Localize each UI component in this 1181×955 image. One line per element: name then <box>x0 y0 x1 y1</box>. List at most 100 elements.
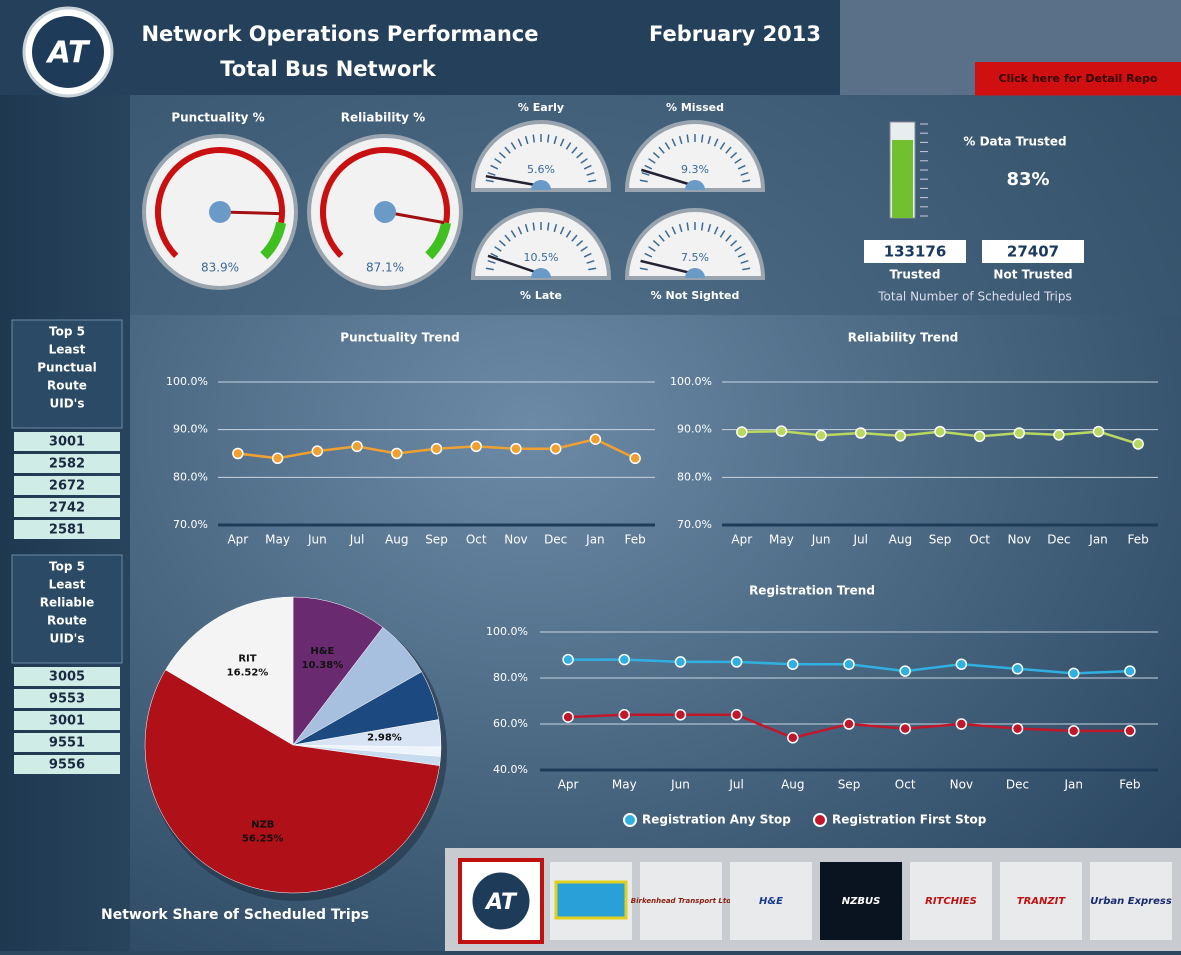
gauge-tick <box>546 134 550 143</box>
series-point <box>232 447 244 460</box>
y-tick-label: 100.0% <box>486 625 528 638</box>
x-tick-label: Jul <box>728 778 743 792</box>
gauge-hub <box>685 180 705 190</box>
list-item-box <box>14 432 120 451</box>
series-point <box>843 658 855 670</box>
legend-label: Registration First Stop <box>832 813 987 827</box>
series-point <box>562 711 574 723</box>
detail-button[interactable] <box>975 62 1181 96</box>
gauge-value: 9.3% <box>681 163 709 176</box>
gauge-needle <box>485 174 542 188</box>
y-tick-label: 100.0% <box>166 375 208 388</box>
x-tick-label: Oct <box>466 533 487 547</box>
content: Punctuality % 83.9% Reliability % 87.1% % Ea… <box>11 101 1172 944</box>
list-item-box <box>14 733 120 752</box>
trusted-title: % Data Trusted <box>963 135 1066 149</box>
gauge-tick <box>571 234 578 242</box>
list-header <box>11 319 123 429</box>
list-item: 3005 <box>49 670 85 685</box>
gauge-title: Punctuality % <box>171 111 264 125</box>
gauge-band <box>320 147 450 258</box>
gauge-tick <box>546 222 550 231</box>
gauge-tick <box>588 179 597 183</box>
x-tick-label: May <box>769 533 794 547</box>
list-title: Route <box>47 379 87 393</box>
series-point <box>1067 667 1080 680</box>
x-tick-label: Feb <box>1119 778 1140 792</box>
y-tick-label: 70.0% <box>173 518 208 531</box>
series-point <box>618 709 631 721</box>
x-tick-label: Aug <box>889 533 912 547</box>
series-point <box>391 447 403 460</box>
x-tick-label: Jul <box>852 533 867 547</box>
gauge-tick <box>504 234 511 242</box>
series-point <box>1092 425 1105 438</box>
y-tick-label: 70.0% <box>677 518 712 531</box>
gauge-band <box>260 221 286 260</box>
y-tick-label: 80.0% <box>173 470 208 483</box>
gauge-tick <box>559 138 565 147</box>
y-tick-label: 100.0% <box>670 375 712 388</box>
gauge-tick <box>740 171 749 176</box>
gauge-tick <box>588 267 597 271</box>
gauge-tick <box>532 222 536 231</box>
gauge-tick <box>678 135 683 145</box>
gauge-tick <box>742 179 751 183</box>
logo-inner <box>32 16 104 88</box>
pie-value-label: 2.98% <box>367 733 402 744</box>
series-point <box>589 433 602 445</box>
x-tick-label: Apr <box>558 778 579 792</box>
list-item: 2582 <box>49 457 85 472</box>
gauge-band <box>425 221 451 260</box>
gauge-tick <box>644 252 653 258</box>
series-point <box>1011 663 1024 675</box>
gauge-tick <box>730 151 738 159</box>
gauge-tick <box>524 135 529 145</box>
x-tick-label: Apr <box>227 533 248 547</box>
list-item-box <box>14 498 120 517</box>
gauge-tick <box>510 142 517 150</box>
gauge-face <box>470 208 612 280</box>
gauge-needle <box>641 168 696 188</box>
gauge-tick <box>586 171 595 176</box>
gauge-tick <box>737 164 746 170</box>
operator-box <box>1090 862 1172 940</box>
gauge-tick <box>725 234 732 242</box>
not-trusted-label: Not Trusted <box>993 268 1072 282</box>
gauge-title: Reliability % <box>341 111 425 125</box>
gauge-hub <box>531 180 551 190</box>
legend-swatch <box>623 813 637 827</box>
series-point <box>618 653 631 666</box>
series-point <box>470 440 482 453</box>
chart-title: Punctuality Trend <box>340 331 459 345</box>
operator-box <box>640 862 722 940</box>
x-tick-label: Sep <box>838 778 861 792</box>
series-point <box>730 656 743 668</box>
detail-button-text[interactable]: Click here for Detail Repo <box>999 72 1158 85</box>
not-trusted-box <box>982 240 1084 263</box>
gauge-tick <box>510 230 517 238</box>
trusted-label: Trusted <box>890 268 941 282</box>
x-tick-label: Aug <box>385 533 408 547</box>
series-point <box>1013 427 1026 439</box>
list-item: 9553 <box>49 692 85 707</box>
gauge-tick <box>641 171 650 176</box>
gauge-tick <box>498 151 506 159</box>
pie-slice <box>144 669 440 894</box>
gauge-tick <box>713 138 719 147</box>
operator-logo <box>554 880 628 920</box>
legend-swatch <box>813 813 827 827</box>
list-title: Top 5 <box>49 325 85 339</box>
series-point <box>854 427 867 439</box>
gauge-tick <box>707 223 712 233</box>
list-item-box <box>14 520 120 539</box>
gauge-value: 7.5% <box>681 251 709 264</box>
series-point <box>549 442 562 455</box>
gauge-tick <box>719 230 726 238</box>
list-item-box <box>14 454 120 473</box>
pie-label: H&E <box>310 646 334 657</box>
gauge-tick <box>487 171 496 176</box>
gauge-value: 10.5% <box>524 251 559 264</box>
pie-label: RIT <box>238 653 256 664</box>
